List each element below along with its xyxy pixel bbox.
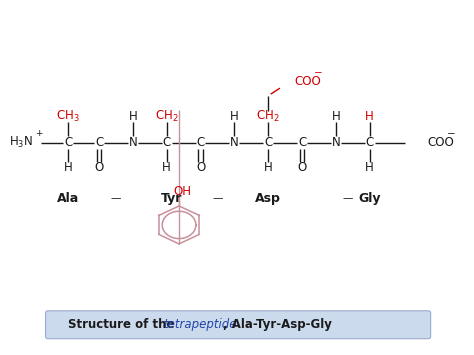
Text: , Ala-Tyr-Asp-Gly: , Ala-Tyr-Asp-Gly (223, 318, 332, 331)
Text: Ala: Ala (57, 192, 80, 205)
Text: C: C (95, 136, 103, 149)
Text: CH$_2$: CH$_2$ (256, 109, 280, 124)
Text: N: N (230, 136, 239, 149)
Text: O: O (196, 161, 205, 174)
Text: +: + (35, 129, 42, 138)
Text: N: N (331, 136, 340, 149)
Text: O: O (298, 161, 307, 174)
Text: H: H (230, 110, 239, 123)
Text: C: C (264, 136, 273, 149)
Text: H: H (264, 161, 273, 174)
Text: —: — (212, 193, 223, 203)
Text: H: H (163, 161, 171, 174)
Text: N: N (128, 136, 137, 149)
Text: Tyr: Tyr (161, 192, 182, 205)
Text: Gly: Gly (358, 192, 381, 205)
Text: O: O (94, 161, 104, 174)
Text: Asp: Asp (255, 192, 281, 205)
Text: CH$_2$: CH$_2$ (155, 109, 179, 124)
Text: H: H (365, 110, 374, 123)
Text: C: C (64, 136, 73, 149)
Text: OH: OH (173, 185, 191, 198)
Text: CH$_3$: CH$_3$ (56, 109, 80, 124)
Text: —: — (111, 193, 121, 203)
Text: H: H (64, 161, 73, 174)
Text: H: H (365, 161, 374, 174)
FancyBboxPatch shape (46, 311, 430, 339)
Text: Structure of the: Structure of the (68, 318, 179, 331)
Text: H: H (331, 110, 340, 123)
Text: COO: COO (428, 136, 454, 149)
Text: C: C (298, 136, 306, 149)
Text: —: — (343, 193, 353, 203)
Text: −: − (314, 68, 323, 78)
Text: C: C (163, 136, 171, 149)
Text: COO: COO (294, 75, 321, 88)
Text: tetrapeptide: tetrapeptide (164, 318, 237, 331)
Text: −: − (447, 129, 456, 138)
Text: H$_3$N: H$_3$N (9, 135, 33, 150)
Text: C: C (365, 136, 374, 149)
Text: H: H (128, 110, 137, 123)
Text: C: C (196, 136, 205, 149)
